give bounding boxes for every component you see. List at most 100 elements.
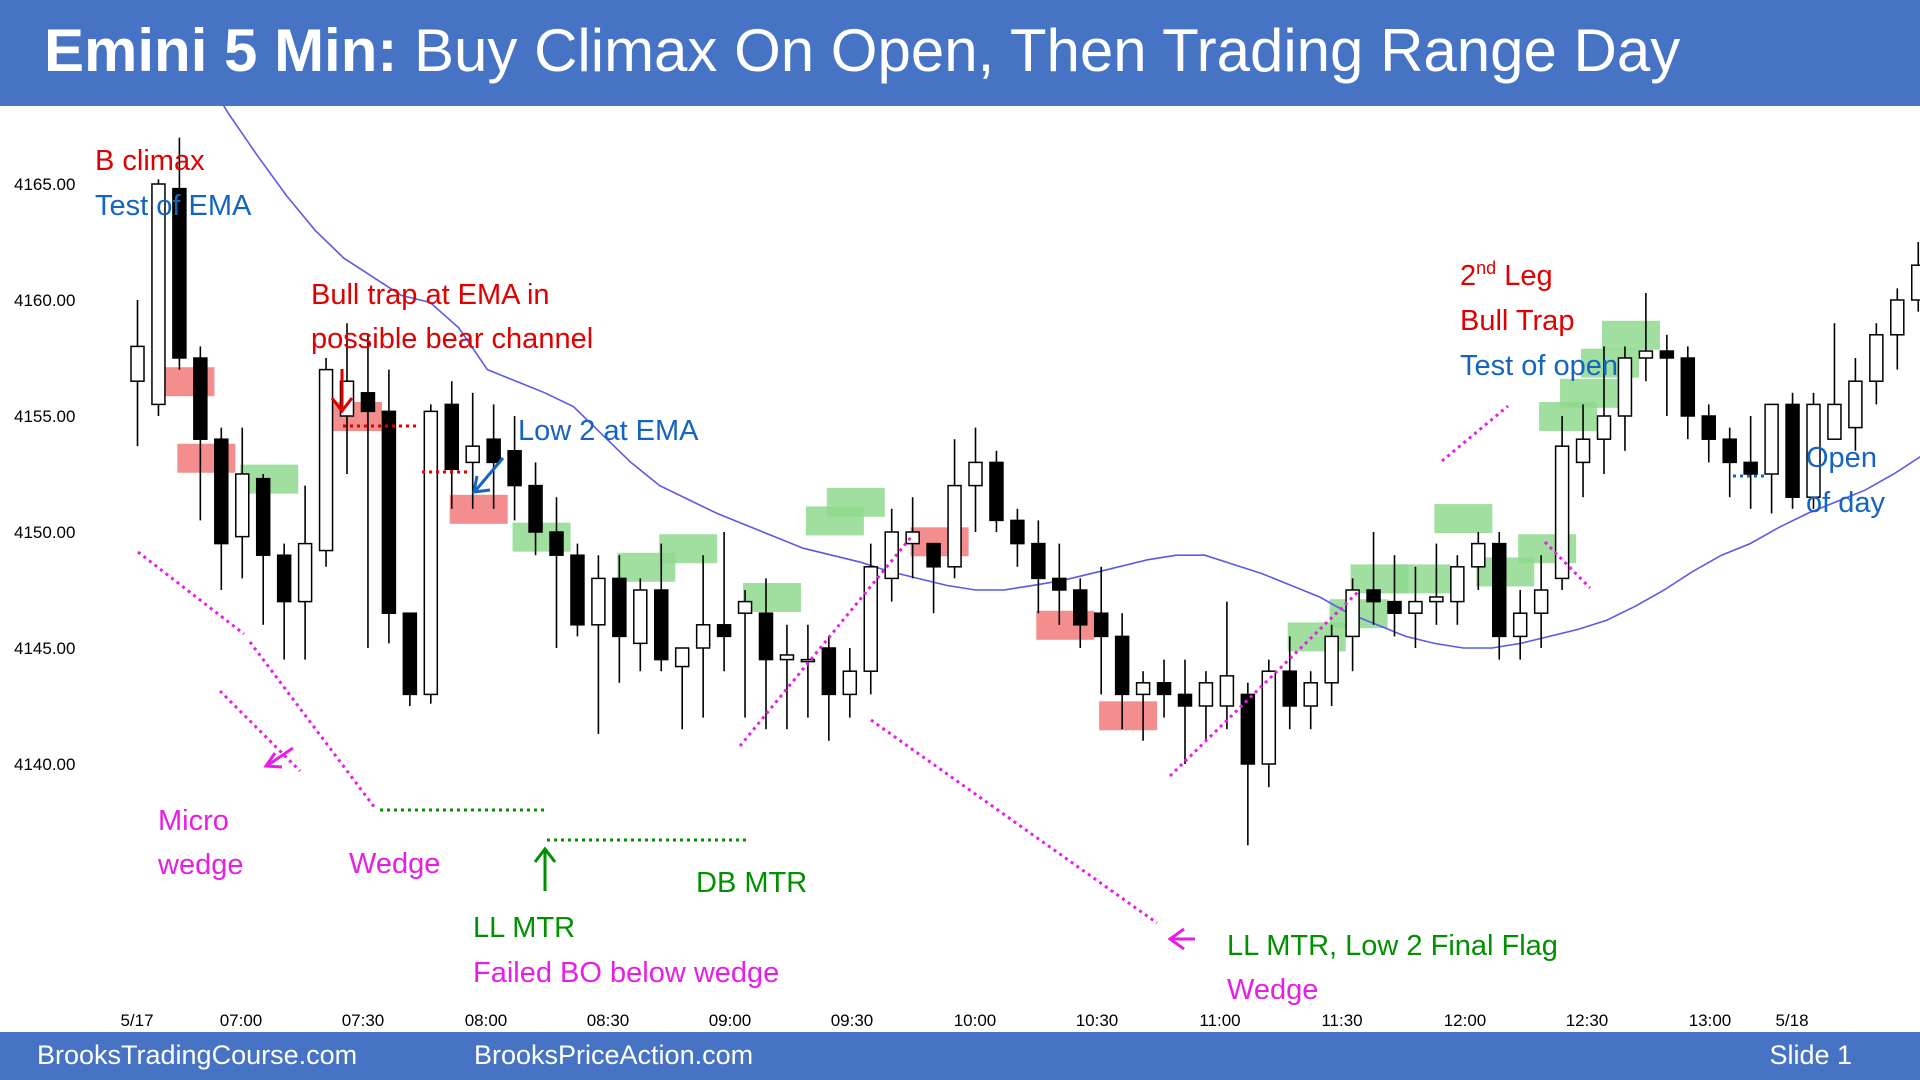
- bull-candle-body: [947, 484, 962, 568]
- label-micro-wedge: wedge: [157, 849, 243, 881]
- candle: [1198, 671, 1214, 741]
- chart-title-bold: Emini 5 Min:: [44, 17, 398, 84]
- label-nd-superscript: nd: [1476, 258, 1496, 278]
- y-axis: 4140.00 4145.00 4150.00 4155.00 4160.00 4165.…: [14, 175, 75, 774]
- bear-candle-body: [1701, 415, 1716, 440]
- candle: [1722, 427, 1737, 498]
- bear-candle-body: [381, 410, 397, 614]
- ll-mtr-arrow: [533, 846, 557, 891]
- candle: [1093, 566, 1109, 695]
- candle: [1617, 346, 1633, 451]
- bull-candle-body: [1408, 600, 1423, 614]
- bear-candle-body: [612, 577, 627, 638]
- bull-signal-box: [826, 487, 885, 517]
- bull-signal-box: [1601, 320, 1660, 350]
- bull-candle-body: [1638, 350, 1654, 359]
- candle: [779, 624, 795, 730]
- candle: [758, 578, 774, 730]
- bear-candle-body: [1722, 438, 1737, 464]
- bear-candle-body: [507, 450, 522, 487]
- footer-center-link[interactable]: BrooksPriceAction.com: [474, 1040, 754, 1070]
- slide-number: Slide 1: [1769, 1040, 1852, 1070]
- bear-candle-body: [1387, 600, 1402, 614]
- bull-signal-box: [659, 534, 718, 564]
- label-bull-trap-1: Bull trap at EMA in: [311, 279, 550, 311]
- bull-candle-body: [674, 647, 690, 668]
- bear-candle-body: [926, 542, 941, 568]
- candle: [968, 427, 983, 532]
- bear-candle-body: [1114, 635, 1130, 696]
- arrows: [263, 369, 1195, 951]
- bull-candle-body: [1219, 675, 1235, 707]
- bull-candle-body: [1471, 542, 1486, 568]
- bull-candle-body: [905, 531, 920, 545]
- bear-candle-body: [214, 438, 229, 545]
- bull-candle-body: [1345, 589, 1360, 638]
- bull-signal-box: [1392, 564, 1451, 594]
- candle: [695, 555, 711, 718]
- candle: [1764, 403, 1779, 514]
- bull-trap-arrow: [330, 369, 354, 414]
- candle: [1366, 532, 1381, 625]
- candle: [1554, 416, 1570, 590]
- bear-candle-body: [716, 624, 732, 638]
- low2-arrow: [472, 457, 505, 494]
- candle: [737, 590, 753, 718]
- y-tick-label: 4160.00: [14, 291, 75, 310]
- bull-signal-box: [1560, 378, 1619, 408]
- candle: [297, 485, 313, 660]
- candle: [1512, 590, 1528, 660]
- y-tick-label: 4140.00: [14, 755, 75, 774]
- candle: [1324, 624, 1339, 706]
- candle: [1073, 578, 1088, 648]
- label-second-digit: 2: [1460, 260, 1476, 292]
- candle: [1575, 404, 1591, 498]
- candle: [360, 334, 376, 648]
- x-tick-label: 11:30: [1321, 1011, 1362, 1030]
- candle: [1408, 566, 1423, 648]
- bear-candle-body: [1052, 577, 1067, 591]
- bear-candle-body: [402, 612, 418, 696]
- bull-signal-box: [1434, 504, 1493, 534]
- candle: [674, 647, 690, 730]
- x-tick-label: 09:00: [709, 1011, 752, 1030]
- candle: [1429, 543, 1444, 625]
- candle: [947, 439, 962, 579]
- x-tick-label: 07:30: [342, 1011, 385, 1030]
- candle: [905, 497, 920, 579]
- annotation-labels: B climax Test of EMA Bull trap at EMA in…: [95, 145, 1885, 1006]
- candle: [1450, 555, 1465, 625]
- label-b-climax: B climax: [95, 145, 205, 177]
- bear-candle-body: [486, 438, 501, 464]
- candle: [716, 532, 732, 672]
- candle: [1387, 555, 1402, 637]
- x-tick-label: 07:00: [220, 1011, 263, 1030]
- bear-candle-body: [549, 531, 564, 556]
- candle: [486, 404, 501, 509]
- candle: [654, 543, 669, 672]
- bear-candle-body: [360, 392, 376, 413]
- footer-left-link[interactable]: BrooksTradingCourse.com: [37, 1040, 358, 1070]
- label-open: Open: [1806, 442, 1877, 474]
- bull-candle-body: [1869, 334, 1884, 382]
- candlestick-chart: 4140.00 4145.00 4150.00 4155.00 4160.00 4165.…: [14, 106, 1920, 1030]
- bear-candle-body: [1031, 542, 1046, 580]
- bear-candle-body: [989, 461, 1004, 522]
- bull-candle-body: [737, 600, 753, 614]
- bear-signal-box: [449, 494, 508, 524]
- candle: [1492, 532, 1507, 660]
- bear-candle-body: [1282, 670, 1297, 707]
- bear-signal-box: [1099, 701, 1158, 731]
- bear-candle-body: [1177, 693, 1193, 707]
- title-bar: Emini 5 Min: Buy Climax On Open, Then Tr…: [0, 0, 1920, 106]
- bear-candle-body: [1743, 461, 1758, 475]
- x-tick-label: 12:30: [1566, 1011, 1609, 1030]
- candle: [255, 474, 271, 625]
- candle: [423, 404, 439, 704]
- bull-candle-body: [318, 368, 334, 552]
- bull-candle-body: [1429, 596, 1444, 603]
- candle: [465, 392, 480, 509]
- bull-candle-body: [1617, 357, 1633, 417]
- label-wedge: Wedge: [349, 848, 440, 880]
- candle: [1303, 671, 1318, 730]
